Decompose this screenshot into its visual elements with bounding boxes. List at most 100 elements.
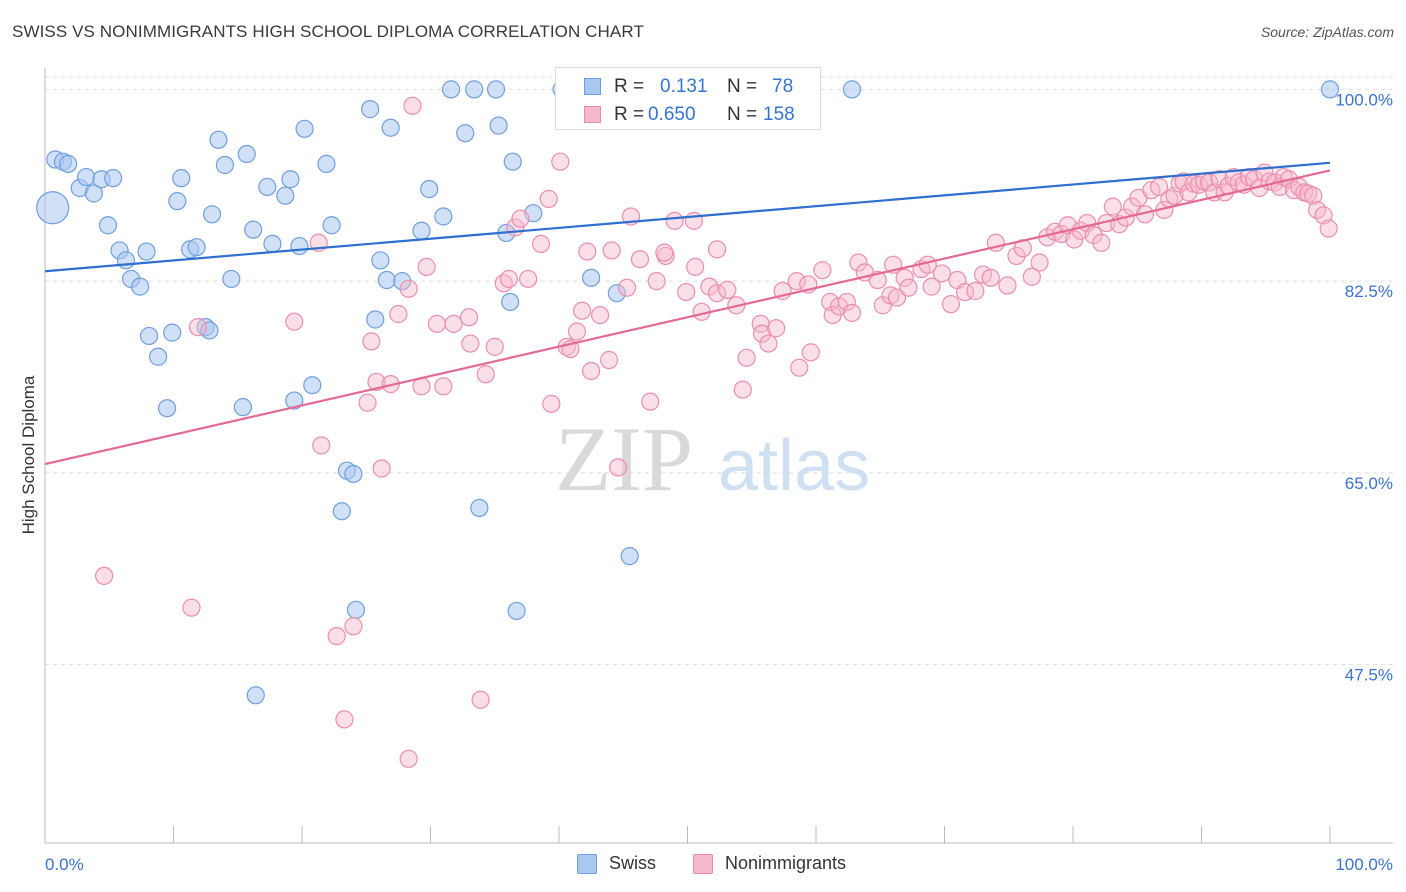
- nonimmigrants-point: [459, 308, 479, 327]
- swiss-point: [607, 284, 626, 303]
- nonimmigrants-point: [981, 268, 1000, 287]
- nonimmigrants-point: [399, 279, 418, 298]
- nonimmigrants-point: [630, 250, 650, 269]
- nonimmigrants-point: [591, 305, 610, 325]
- swiss-point: [361, 100, 380, 119]
- swiss-swatch: [584, 78, 601, 95]
- nonimmigrants-point: [399, 749, 418, 768]
- legend-nonimmigrants-swatch: [693, 854, 713, 874]
- swiss-point: [322, 216, 341, 235]
- legend-nonimmigrants-label: Nonimmigrants: [725, 853, 847, 873]
- swiss-point: [116, 251, 136, 270]
- nonimmigrants-point: [887, 288, 907, 307]
- nonimmigrants-n-value: 158: [763, 104, 795, 125]
- nonimmigrants-point: [1103, 197, 1122, 216]
- swiss-point: [441, 80, 461, 99]
- nonimmigrants-point: [582, 361, 601, 381]
- swiss-point: [172, 169, 191, 188]
- swiss-point: [507, 601, 526, 621]
- x-tick-label: 0.0%: [45, 855, 84, 874]
- swiss-point: [84, 184, 103, 203]
- nonimmigrants-point: [551, 152, 570, 171]
- stats-row-swiss: R = 0.131 N = 78: [556, 72, 820, 100]
- nonimmigrants-point: [922, 277, 941, 296]
- nonimmigrants-point: [966, 281, 985, 301]
- nonimmigrants-point: [567, 322, 587, 341]
- swiss-point: [332, 502, 351, 521]
- nonimmigrants-point: [849, 253, 868, 272]
- nonimmigrants-point: [389, 304, 408, 324]
- swiss-point: [263, 234, 282, 253]
- swiss-point: [215, 155, 234, 175]
- swiss-n-value: 78: [772, 76, 794, 97]
- y-tick-label: 65.0%: [1345, 474, 1393, 493]
- nonimmigrants-point: [655, 243, 674, 262]
- swiss-point: [98, 216, 118, 235]
- swiss-point: [486, 80, 506, 99]
- swiss-point: [371, 251, 390, 270]
- nonimmigrants-r-value: 0.650: [648, 104, 696, 125]
- swiss-point: [222, 269, 241, 289]
- swiss-r-value: 0.131: [660, 76, 708, 97]
- x-tick-label: 100.0%: [1335, 855, 1393, 874]
- swiss-point: [139, 326, 159, 346]
- swiss-point: [246, 686, 265, 705]
- swiss-point: [470, 498, 489, 518]
- swiss-point: [1320, 80, 1340, 99]
- swiss-point: [104, 169, 123, 188]
- swiss-point: [281, 170, 300, 189]
- nonimmigrants-point: [471, 690, 490, 709]
- nonimmigrants-point: [842, 303, 862, 323]
- swiss-point: [344, 464, 363, 484]
- nonimmigrants-point: [686, 257, 705, 276]
- swiss-point: [582, 268, 601, 287]
- nonimmigrants-point: [578, 242, 597, 261]
- nonimmigrants-point: [707, 240, 727, 259]
- nonimmigrants-point: [932, 264, 952, 283]
- swiss-point: [295, 119, 314, 138]
- nonimmigrants-point: [899, 278, 918, 297]
- swiss-point: [276, 186, 295, 205]
- nonimmigrants-point: [677, 282, 696, 302]
- nonimmigrants-point: [539, 189, 558, 209]
- nonimmigrants-point: [327, 627, 346, 646]
- r-label: R =: [614, 76, 645, 97]
- swiss-trend-line: [44, 161, 1331, 273]
- swiss-point: [290, 236, 309, 256]
- nonimmigrants-point: [362, 332, 381, 351]
- stats-row-nonimmigrants: R = 0.650 N = 158: [556, 100, 820, 128]
- nonimmigrants-point: [665, 211, 684, 230]
- nonimmigrants-point: [434, 377, 453, 396]
- nonimmigrants-point: [519, 269, 538, 289]
- nonimmigrants-point: [641, 392, 660, 411]
- swiss-point: [434, 207, 453, 226]
- nonimmigrants-point: [752, 324, 772, 343]
- nonimmigrants-point: [998, 276, 1017, 295]
- nonimmigrants-point: [737, 348, 756, 367]
- nonimmigrants-point: [1165, 186, 1184, 205]
- swiss-point: [346, 600, 366, 619]
- nonimmigrants-point: [895, 268, 914, 287]
- nonimmigrants-swatch: [584, 106, 601, 123]
- swiss-point: [303, 376, 322, 395]
- nonimmigrants-point: [733, 380, 752, 399]
- nonimmigrants-point: [358, 393, 377, 412]
- swiss-point: [209, 130, 228, 149]
- watermark-atlas: atlas: [718, 426, 870, 506]
- nonimmigrants-point: [485, 337, 504, 356]
- series-swiss: [36, 80, 1340, 705]
- nonimmigrants-point: [427, 314, 447, 333]
- nonimmigrants-trend-line: [44, 169, 1331, 466]
- nonimmigrants-point: [718, 280, 737, 299]
- swiss-point: [456, 124, 475, 143]
- nonimmigrants-point: [312, 436, 331, 455]
- nonimmigrants-point: [188, 318, 208, 337]
- swiss-point: [420, 179, 439, 199]
- y-tick-label: 47.5%: [1345, 666, 1393, 685]
- nonimmigrants-point: [759, 334, 778, 353]
- nonimmigrants-point: [573, 301, 592, 320]
- swiss-point: [157, 399, 177, 418]
- swiss-point: [137, 242, 156, 261]
- y-tick-label: 100.0%: [1335, 90, 1393, 109]
- swiss-point: [59, 154, 78, 173]
